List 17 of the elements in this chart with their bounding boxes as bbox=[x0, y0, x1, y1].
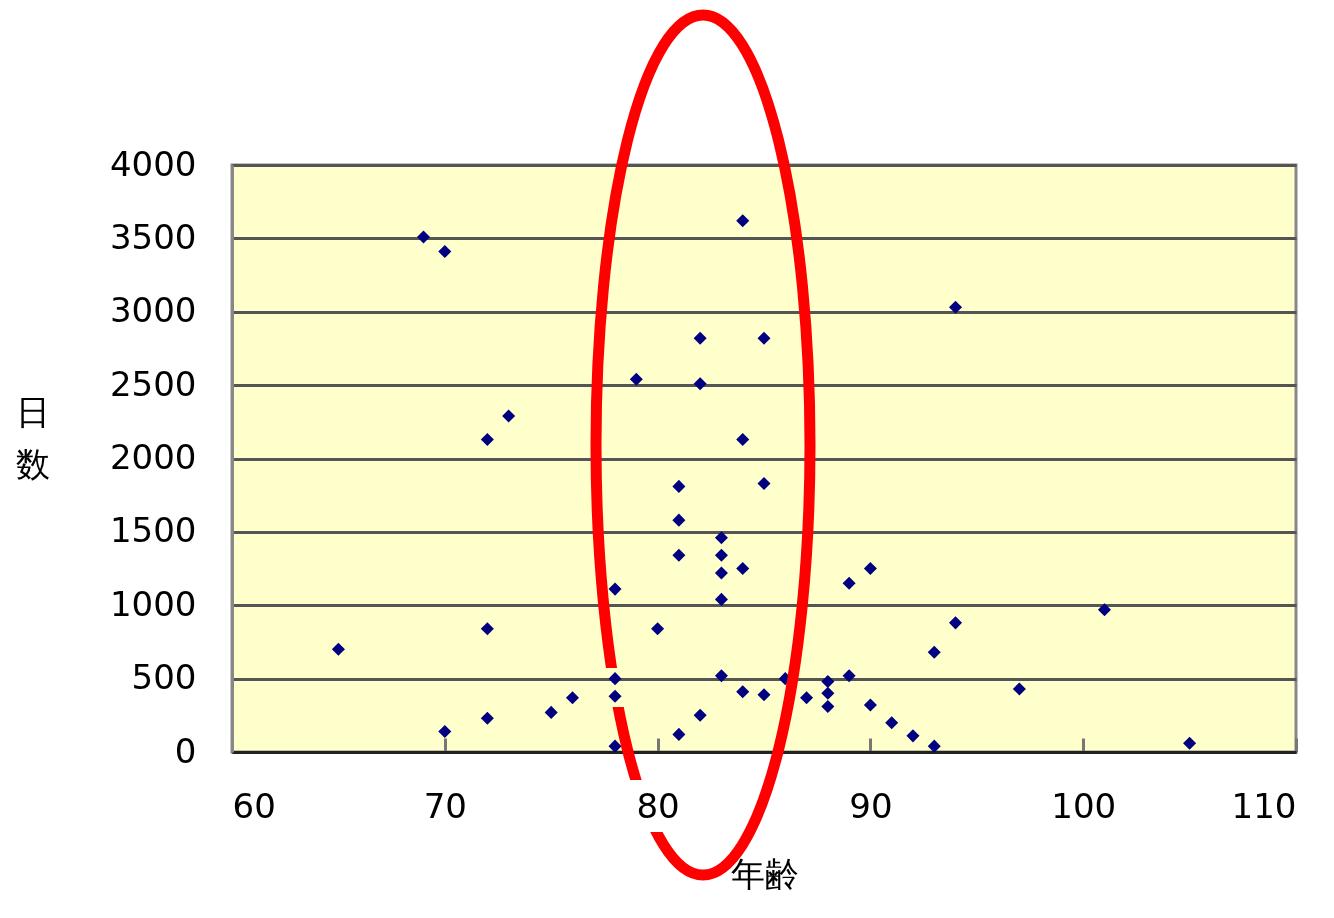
x-tick-label: 110 bbox=[1231, 785, 1297, 826]
x-tick-label: 80 bbox=[636, 785, 680, 826]
y-tick-label: 1000 bbox=[109, 583, 197, 624]
y-tick-label: 1500 bbox=[109, 510, 197, 551]
y-tick-label: 3500 bbox=[109, 216, 197, 257]
y-tick-label: 2000 bbox=[109, 437, 197, 477]
y-tick-label: 0 bbox=[174, 730, 197, 771]
x-tick-label: 100 bbox=[1051, 785, 1117, 826]
x-axis-title: 年齢 bbox=[730, 853, 799, 894]
y-tick-label: 3000 bbox=[109, 290, 197, 331]
y-axis-title: 日数 bbox=[15, 391, 50, 484]
y-tick-label: 4000 bbox=[109, 143, 197, 184]
y-tick-label: 500 bbox=[131, 657, 197, 698]
y-tick-label: 2500 bbox=[109, 363, 197, 404]
x-tick-label: 70 bbox=[423, 785, 467, 826]
x-tick-label: 60 bbox=[232, 785, 276, 826]
x-tick-label: 90 bbox=[849, 785, 893, 826]
